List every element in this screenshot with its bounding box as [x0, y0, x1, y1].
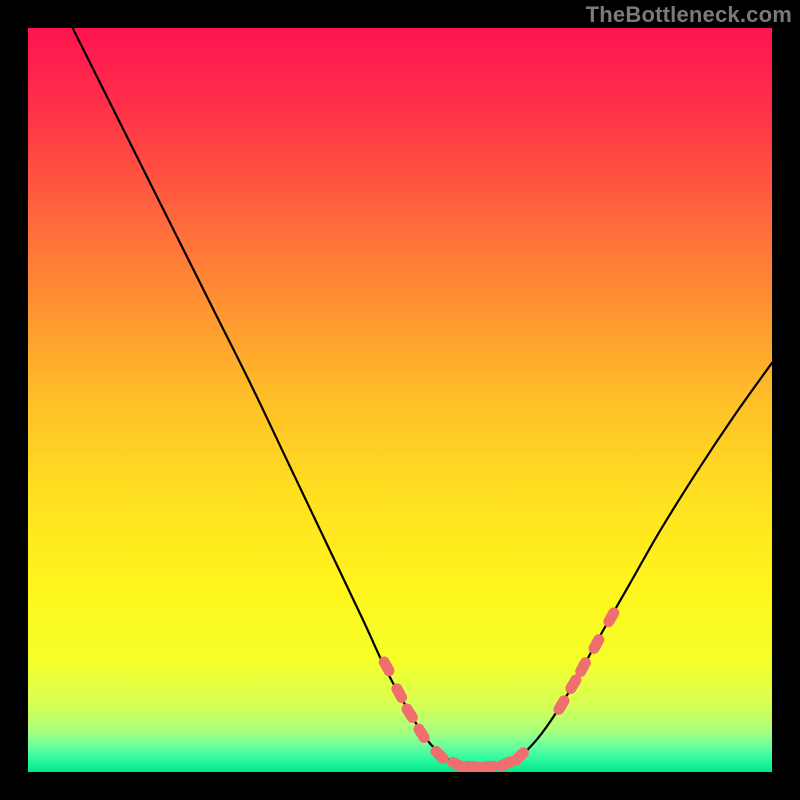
curve-marker — [389, 681, 409, 705]
curve-marker — [587, 632, 607, 656]
plot-area — [28, 28, 772, 772]
bottleneck-curve — [73, 28, 772, 768]
curve-marker — [551, 693, 571, 717]
curve-marker — [477, 760, 499, 772]
watermark-text: TheBottleneck.com — [586, 2, 792, 28]
curve-marker — [399, 701, 419, 725]
curve-marker — [601, 605, 621, 629]
chart-svg-layer — [28, 28, 772, 772]
